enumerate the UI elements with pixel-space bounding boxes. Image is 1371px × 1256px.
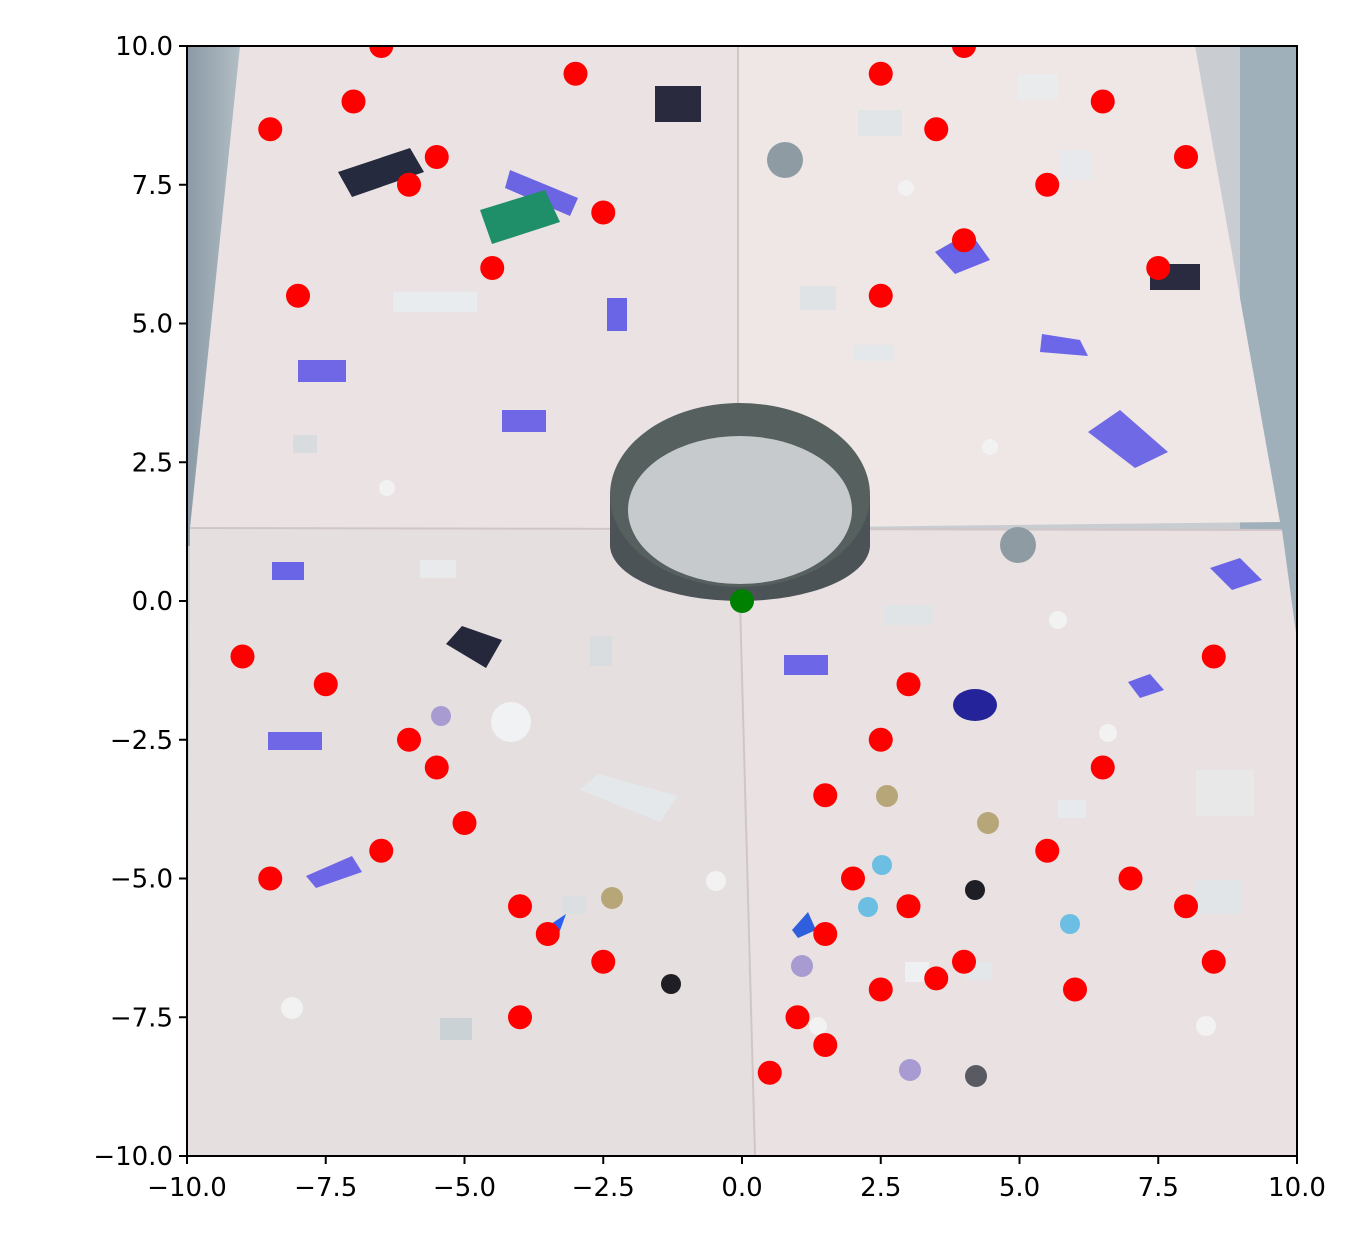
red-point-38 — [785, 1005, 810, 1030]
x-tick-label-0: −10.0 — [147, 1173, 227, 1203]
red-point-39 — [813, 1033, 838, 1057]
red-point-46 — [1201, 949, 1226, 974]
y-tick-label-3: 2.5 — [132, 448, 173, 478]
red-point-41 — [1201, 644, 1226, 669]
x-tick-label-8: 10.0 — [1268, 1173, 1326, 1203]
red-point-29 — [896, 672, 921, 697]
y-axis: 10.0 7.5 5.0 2.5 0.0 −2.5 −5.0 −7.5 −10.0 — [93, 32, 187, 1172]
red-point-4 — [424, 145, 449, 169]
red-point-33 — [896, 894, 921, 919]
red-point-44 — [1118, 866, 1143, 891]
red-point-21 — [424, 755, 449, 780]
red-point-18 — [230, 644, 255, 669]
paper-sheet-bottom-right — [738, 528, 1297, 1156]
x-tick-label-5: 2.5 — [860, 1173, 901, 1203]
x-tick-label-2: −5.0 — [433, 1173, 496, 1203]
data-points — [230, 46, 1226, 1085]
red-point-43 — [1035, 838, 1060, 863]
x-tick-label-3: −2.5 — [572, 1173, 635, 1203]
y-tick-label-1: 7.5 — [132, 171, 173, 201]
red-point-40 — [757, 1060, 782, 1085]
y-tick-label-5: −2.5 — [110, 726, 173, 756]
red-point-32 — [841, 866, 865, 891]
red-point-22 — [452, 811, 477, 835]
red-point-15 — [952, 228, 976, 253]
red-point-7 — [480, 256, 505, 280]
y-tick-label-0: 10.0 — [115, 32, 173, 62]
red-point-14 — [1035, 172, 1060, 197]
x-tick-label-1: −7.5 — [294, 1173, 357, 1203]
y-tick-label-4: 0.0 — [132, 587, 173, 617]
x-axis: −10.0 −7.5 −5.0 −2.5 0.0 2.5 5.0 7.5 10.0 — [147, 1156, 1326, 1203]
red-point-24 — [258, 866, 283, 891]
red-point-2 — [341, 89, 366, 114]
red-point-11 — [1090, 89, 1115, 114]
red-point-16 — [1146, 256, 1171, 280]
red-point-30 — [868, 727, 893, 752]
red-point-23 — [369, 838, 394, 863]
red-point-25 — [508, 894, 532, 919]
red-point-10 — [952, 46, 976, 58]
red-point-28 — [508, 1005, 532, 1030]
red-point-19 — [313, 672, 338, 697]
red-point-6 — [591, 200, 616, 225]
red-point-36 — [924, 966, 949, 991]
red-point-0 — [369, 46, 394, 58]
x-tick-label-4: 0.0 — [721, 1173, 762, 1203]
red-point-13 — [1174, 145, 1198, 169]
red-point-45 — [1174, 894, 1198, 919]
center-ring — [610, 403, 870, 601]
red-point-5 — [397, 172, 421, 197]
green-point-0 — [730, 589, 754, 613]
paper-sheet-top-right — [738, 46, 1280, 528]
y-tick-label-6: −5.0 — [110, 865, 173, 895]
red-point-20 — [397, 727, 421, 752]
y-tick-label-2: 5.0 — [132, 310, 173, 340]
red-point-42 — [1090, 755, 1115, 780]
paper-sheet-bottom-left — [187, 528, 755, 1156]
red-point-47 — [1063, 977, 1087, 1002]
y-tick-label-7: −7.5 — [110, 1003, 173, 1033]
paper-sheet-top-left — [190, 46, 738, 528]
red-point-35 — [952, 949, 976, 974]
red-point-37 — [868, 977, 893, 1002]
y-tick-label-8: −10.0 — [93, 1142, 173, 1172]
x-tick-label-7: 7.5 — [1138, 1173, 1179, 1203]
red-point-27 — [591, 949, 616, 974]
red-point-17 — [868, 283, 893, 308]
red-point-12 — [924, 117, 949, 142]
x-tick-label-6: 5.0 — [999, 1173, 1040, 1203]
red-point-26 — [535, 922, 560, 946]
red-point-8 — [286, 283, 310, 308]
red-point-34 — [813, 922, 838, 946]
red-point-1 — [563, 61, 588, 86]
red-point-31 — [813, 783, 838, 808]
red-point-9 — [868, 61, 893, 86]
red-point-3 — [258, 117, 283, 142]
